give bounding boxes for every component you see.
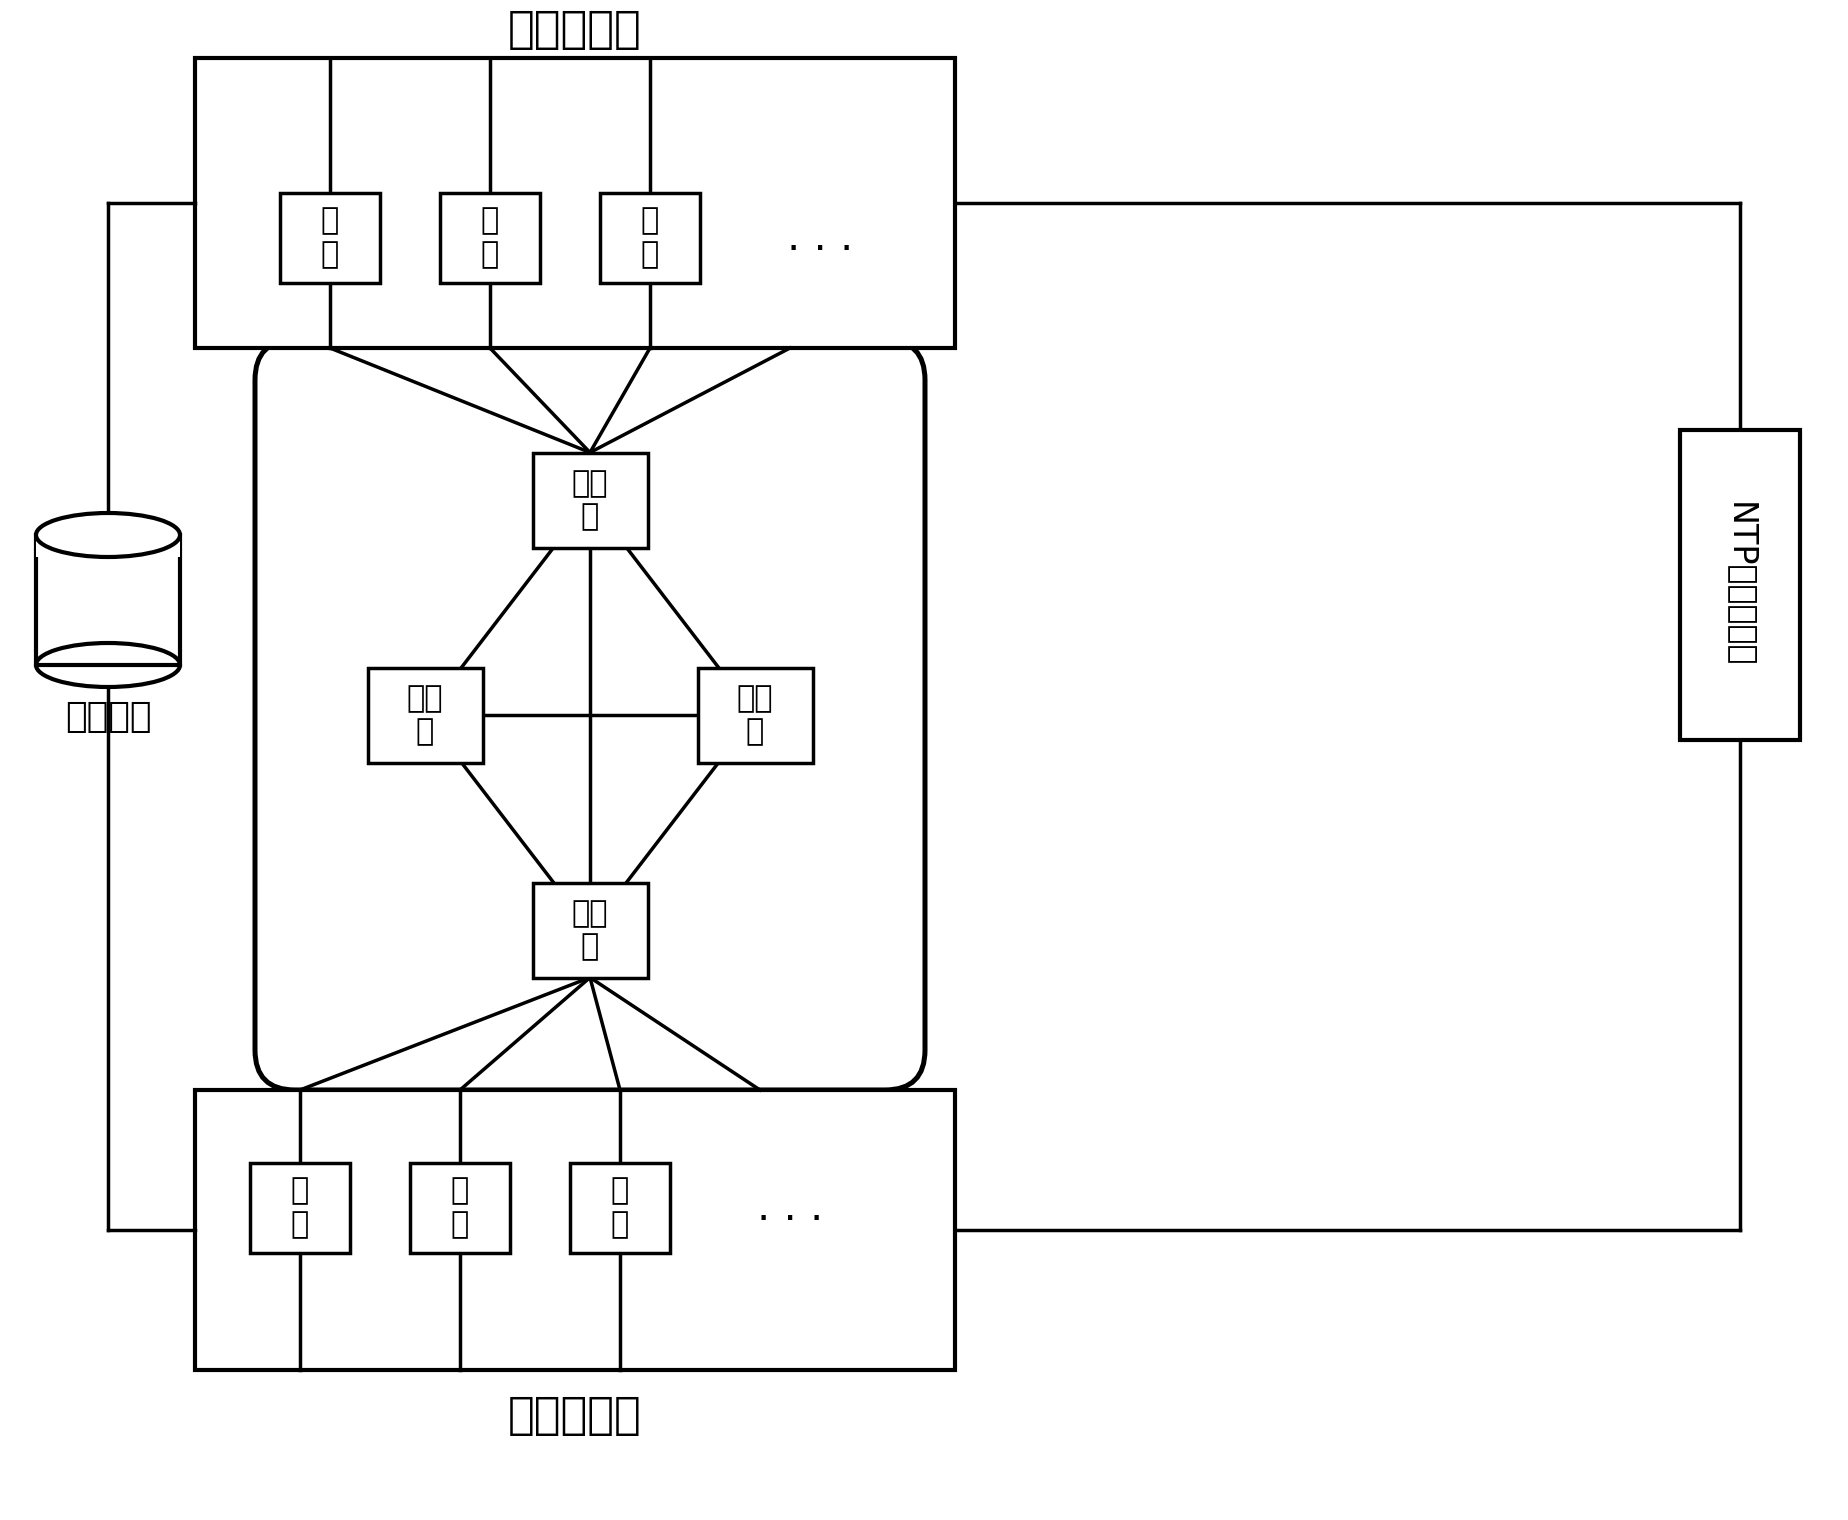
Ellipse shape [35,514,179,556]
Text: 主
机: 主 机 [451,1176,469,1239]
Text: 主
机: 主 机 [480,207,499,269]
Bar [569,1163,671,1252]
Text: . . .: . . . [758,1187,822,1228]
Bar [281,193,381,283]
Bar [601,193,700,283]
Bar [35,535,179,556]
Text: 会话接收端: 会话接收端 [508,9,641,52]
Bar [35,535,179,666]
Bar [532,883,647,977]
Bar [1680,430,1800,740]
Bar [440,193,540,283]
Text: 数据处理: 数据处理 [65,701,152,734]
Bar [697,667,813,763]
Text: 路由
器: 路由 器 [407,684,444,746]
Text: 路由
器: 路由 器 [737,684,772,746]
Bar [249,1163,349,1252]
Text: 会话发起端: 会话发起端 [508,1394,641,1436]
Text: NTP时钟服务器: NTP时钟服务器 [1724,502,1756,667]
Text: 主
机: 主 机 [612,1176,628,1239]
Text: . . .: . . . [787,217,854,258]
Bar [196,58,955,348]
Text: 主
机: 主 机 [322,207,340,269]
Bar [532,453,647,547]
Text: 主
机: 主 机 [290,1176,309,1239]
Bar [196,1090,955,1370]
Text: 路由
器: 路由 器 [571,898,608,961]
Bar [368,667,482,763]
Text: 主
机: 主 机 [641,207,660,269]
Text: 路由
器: 路由 器 [571,468,608,532]
Bar [410,1163,510,1252]
FancyBboxPatch shape [255,340,926,1090]
